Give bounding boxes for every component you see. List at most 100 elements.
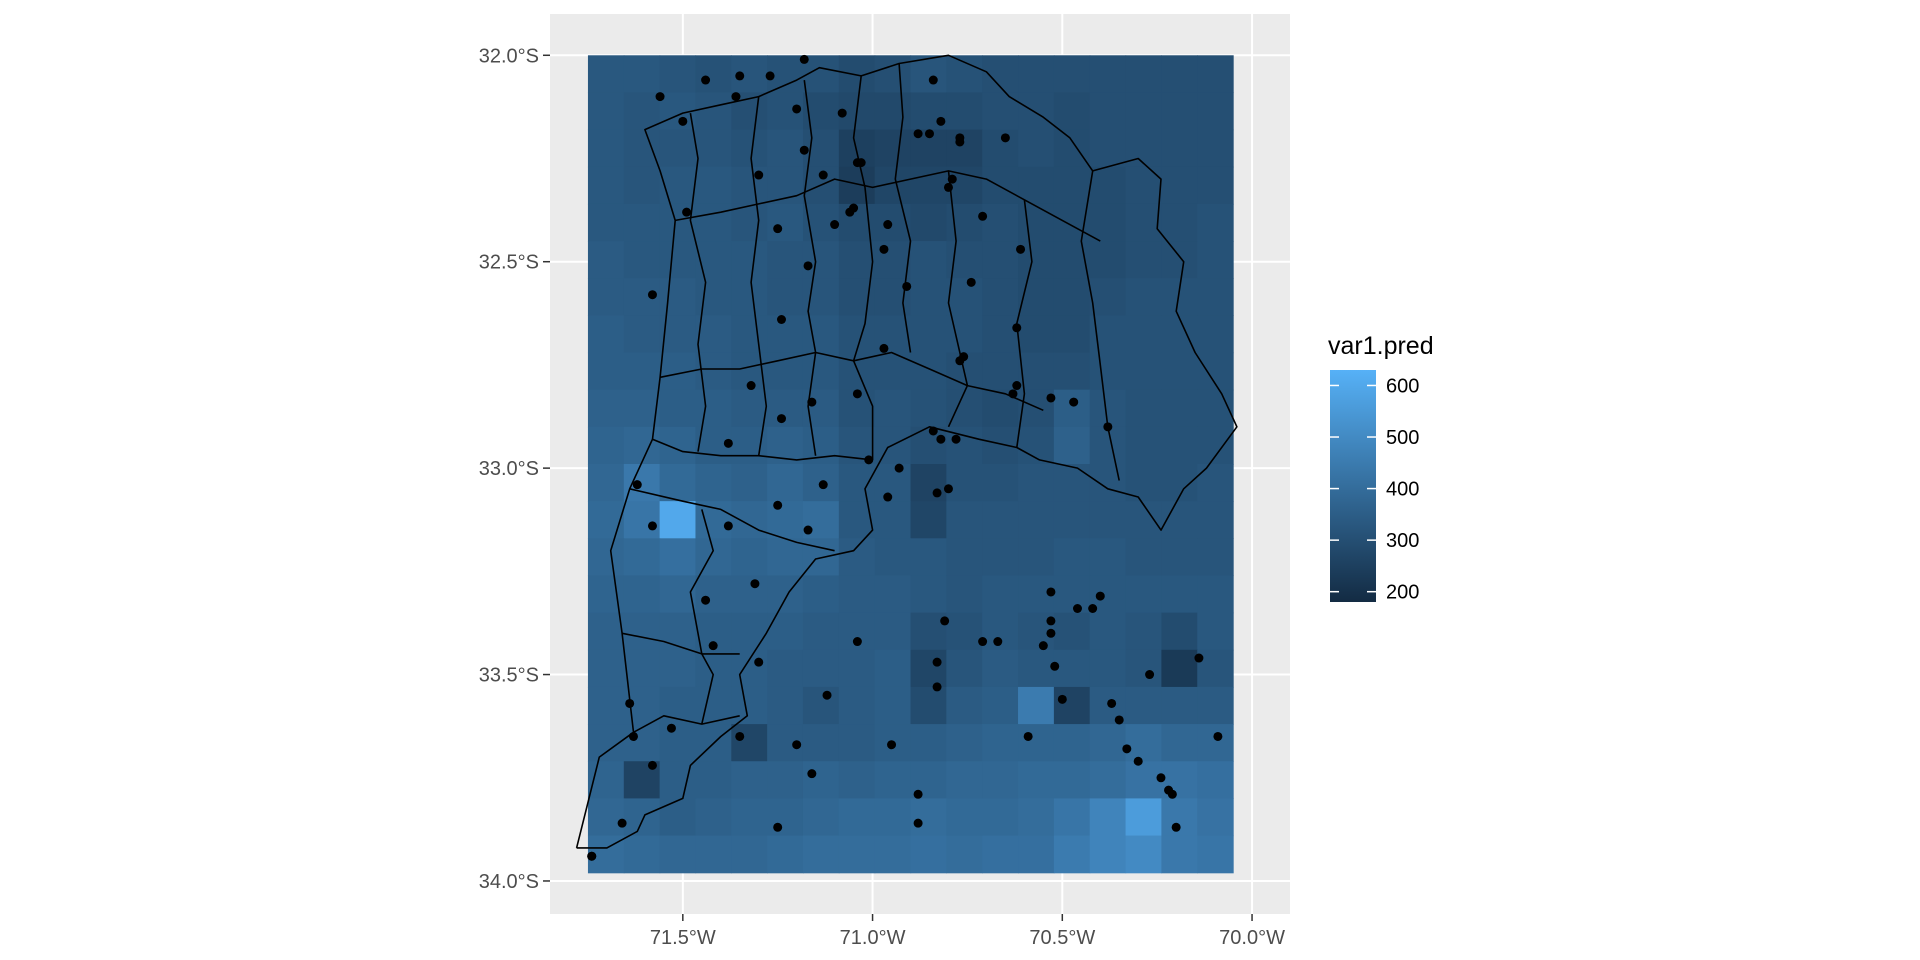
- raster-cell: [946, 724, 983, 762]
- raster-cell: [1161, 241, 1198, 279]
- raster-cell: [946, 92, 983, 131]
- raster-cell: [767, 538, 804, 577]
- raster-cell: [1053, 389, 1091, 428]
- raster-cell: [1018, 129, 1055, 168]
- raster-cell: [659, 798, 697, 837]
- raster-cell: [1161, 55, 1198, 94]
- raster-cell: [802, 761, 840, 800]
- raster-cell: [1053, 761, 1091, 800]
- raster-cell: [1053, 612, 1091, 651]
- raster-cell: [1125, 278, 1162, 316]
- station-point: [1213, 731, 1223, 741]
- station-point: [879, 343, 889, 353]
- station-point: [723, 438, 733, 448]
- raster-cell: [587, 538, 625, 577]
- raster-cell: [838, 464, 876, 502]
- station-point: [647, 290, 657, 300]
- station-point: [625, 698, 635, 708]
- raster-cell: [659, 278, 697, 316]
- raster-cell: [1018, 278, 1055, 316]
- raster-cell: [1125, 649, 1162, 688]
- raster-cell: [910, 835, 947, 874]
- station-point: [708, 641, 718, 651]
- raster-cell: [767, 241, 804, 279]
- raster-cell: [731, 761, 768, 800]
- raster-cell: [802, 352, 840, 391]
- station-point: [701, 595, 711, 605]
- raster-cell: [1053, 501, 1091, 539]
- raster-cell: [695, 203, 732, 242]
- raster-cell: [587, 129, 625, 168]
- raster-cell: [731, 203, 768, 242]
- station-point: [1171, 822, 1181, 832]
- station-point: [628, 731, 638, 741]
- legend-label: 600: [1386, 375, 1419, 397]
- raster-cell: [1197, 501, 1234, 539]
- raster-cell: [1089, 426, 1127, 465]
- raster-cell: [659, 724, 697, 762]
- station-point: [754, 170, 764, 180]
- station-point: [883, 220, 893, 230]
- station-point: [647, 521, 657, 531]
- station-point: [883, 492, 893, 502]
- raster-cell: [695, 538, 732, 577]
- station-point: [701, 75, 711, 85]
- raster-cell: [1018, 166, 1055, 205]
- raster-cell: [910, 538, 947, 577]
- raster-cell: [659, 241, 697, 279]
- raster-cell: [1161, 724, 1198, 762]
- raster-cell: [1125, 612, 1162, 651]
- station-point: [773, 500, 783, 510]
- raster-cell: [802, 835, 840, 874]
- raster-cell: [910, 203, 947, 242]
- raster-cell: [1161, 798, 1198, 837]
- station-point: [818, 170, 828, 180]
- raster-cell: [1018, 203, 1055, 242]
- raster-cell: [982, 315, 1019, 354]
- raster-cell: [623, 166, 661, 205]
- y-tick-label: 32.0°S: [479, 45, 539, 67]
- y-axis: 32.0°S 32.5°S 33.0°S 33.5°S 34.0°S: [479, 45, 550, 893]
- raster-cell: [910, 649, 947, 688]
- raster-cell: [623, 315, 661, 354]
- raster-cell: [623, 724, 661, 762]
- raster-cell: [1125, 464, 1162, 502]
- raster-cell: [1018, 835, 1055, 874]
- station-point: [632, 480, 642, 490]
- raster-cell: [910, 278, 947, 316]
- raster-cell: [623, 203, 661, 242]
- station-point: [776, 315, 786, 325]
- raster-cell: [1089, 389, 1127, 428]
- station-point: [837, 108, 847, 118]
- raster-cell: [695, 649, 732, 688]
- raster-cell: [946, 389, 983, 428]
- raster-cell: [838, 538, 876, 577]
- raster-cell: [1125, 129, 1162, 168]
- raster-cell: [587, 278, 625, 316]
- station-point: [943, 182, 953, 192]
- station-point: [587, 851, 597, 861]
- boundary-line: [894, 63, 912, 353]
- raster-cell: [910, 389, 947, 428]
- raster-cell: [1053, 575, 1091, 614]
- raster-cell: [1053, 798, 1091, 837]
- raster-cell: [695, 241, 732, 279]
- raster-cell: [623, 649, 661, 688]
- station-point: [647, 760, 657, 770]
- raster-cell: [1089, 761, 1127, 800]
- raster-cell: [587, 649, 625, 688]
- raster-cell: [767, 278, 804, 316]
- raster-cell: [1053, 92, 1091, 131]
- station-point: [803, 525, 813, 535]
- raster-cell: [874, 835, 912, 874]
- raster-cell: [731, 389, 768, 428]
- station-point: [913, 818, 923, 828]
- raster-cell: [838, 798, 876, 837]
- station-point: [1069, 397, 1079, 407]
- raster-cell: [695, 92, 732, 131]
- raster-cell: [731, 612, 768, 651]
- raster-cell: [946, 129, 983, 168]
- station-point: [936, 434, 946, 444]
- raster-cell: [1089, 55, 1127, 94]
- raster-cell: [659, 575, 697, 614]
